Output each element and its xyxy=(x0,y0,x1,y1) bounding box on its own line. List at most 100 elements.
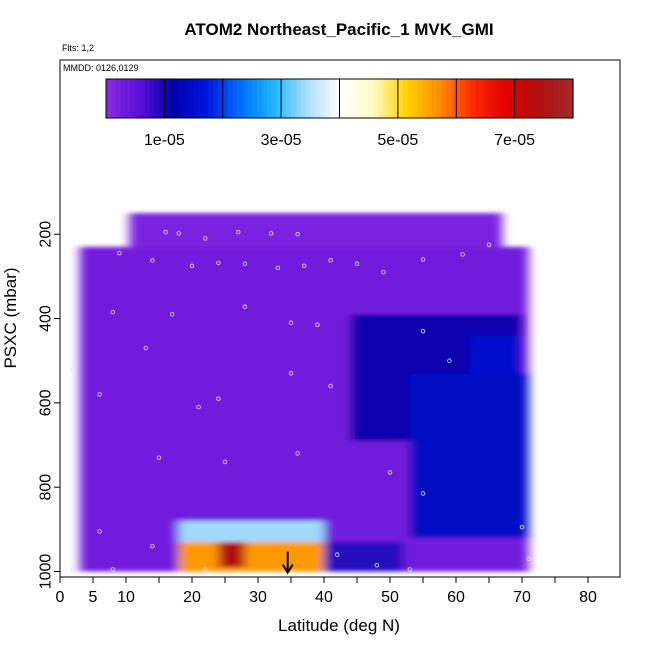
colorbar-segment xyxy=(563,79,569,118)
y-tick-label: 400 xyxy=(38,305,55,332)
colorbar-segment xyxy=(509,79,516,118)
plot-area xyxy=(70,213,531,572)
colorbar-segment xyxy=(524,79,530,118)
colorbar-segment xyxy=(140,79,146,118)
colorbar-segment xyxy=(334,79,341,118)
colorbar-segment xyxy=(480,79,487,118)
colorbar-segment xyxy=(470,79,477,118)
colorbar-segment xyxy=(266,79,272,118)
colorbar-segment xyxy=(568,79,574,118)
colorbar-segment xyxy=(110,79,117,118)
colorbar-segment xyxy=(475,79,482,118)
colorbar-segment xyxy=(271,79,277,118)
observation-point xyxy=(407,567,412,572)
colorbar-segment xyxy=(193,79,200,118)
colorbar-segment xyxy=(500,79,506,118)
colorbar-segment xyxy=(553,79,560,118)
chart-title: ATOM2 Northeast_Pacific_1 MVK_GMI xyxy=(184,20,493,39)
colorbar-tick-label: 3e-05 xyxy=(261,132,302,149)
colorbar-segment xyxy=(174,79,180,118)
y-tick-label: 800 xyxy=(38,474,55,501)
colorbar-segment xyxy=(295,79,302,118)
observation-point xyxy=(519,525,525,530)
heatmap-cell xyxy=(178,520,324,542)
colorbar-segment xyxy=(397,79,404,118)
observation-point xyxy=(202,236,208,241)
colorbar-segment xyxy=(106,79,112,118)
observation-point xyxy=(216,260,221,266)
colorbar-segment xyxy=(256,79,263,118)
colorbar-segment xyxy=(198,79,204,118)
colorbar-segment xyxy=(441,79,448,118)
observation-point xyxy=(97,392,102,397)
colorbar-segment xyxy=(490,79,496,118)
x-axis-label: Latitude (deg N) xyxy=(278,616,400,635)
x-tick-label: 0 xyxy=(56,589,65,606)
colorbar-segment xyxy=(169,79,175,118)
colorbar-segment xyxy=(305,79,311,118)
colorbar-segment xyxy=(393,79,399,118)
colorbar-segment xyxy=(135,79,141,118)
observation-point xyxy=(420,328,426,334)
colorbar-segment xyxy=(276,79,282,118)
heatmap-cell xyxy=(409,373,529,538)
colorbar-segment xyxy=(261,79,268,118)
colorbar-segment xyxy=(373,79,380,118)
x-tick-label: 50 xyxy=(381,589,399,606)
colorbar-segment xyxy=(120,79,127,118)
colorbar-segment xyxy=(144,79,151,118)
colorbar-segment xyxy=(388,79,394,118)
colorbar-segment xyxy=(436,79,443,118)
observation-point xyxy=(295,451,300,456)
observation-point xyxy=(381,269,386,275)
colorbar-segment xyxy=(431,79,438,118)
observation-point xyxy=(242,304,247,309)
colorbar-tick-label: 5e-05 xyxy=(377,132,418,149)
heatmap-cell xyxy=(310,541,404,572)
observation-point xyxy=(275,265,280,271)
x-tick-label: 70 xyxy=(513,589,531,606)
colorbar-segment xyxy=(320,79,326,118)
x-tick-label: 5 xyxy=(89,589,98,606)
observation-point xyxy=(70,366,76,372)
colorbar-segment xyxy=(504,79,511,118)
x-axis: 0 5 10 20 30 40 50 60 70 80 xyxy=(56,577,597,606)
colorbar-segment xyxy=(363,79,370,118)
observation-point xyxy=(97,529,102,534)
y-axis-label: PSXC (mbar) xyxy=(1,267,20,368)
colorbar-segment xyxy=(125,79,131,118)
observation-point xyxy=(242,261,247,266)
colorbar-segment xyxy=(285,79,292,118)
marker-layer xyxy=(281,551,294,575)
observation-point xyxy=(189,263,195,269)
observation-point xyxy=(110,310,115,315)
heatmap-cell xyxy=(218,541,245,568)
observation-point xyxy=(526,556,531,562)
colorbar-segment xyxy=(451,79,457,118)
observation-point xyxy=(315,322,320,328)
colorbar-segment xyxy=(251,79,258,118)
colorbar-segment xyxy=(383,79,389,118)
observation-point xyxy=(328,258,333,263)
colorbar-segment xyxy=(446,79,452,118)
observation-point xyxy=(196,404,201,410)
observation-point xyxy=(150,258,155,263)
x-tick-label: 40 xyxy=(315,589,333,606)
observation-point xyxy=(169,312,175,317)
observation-point xyxy=(387,470,393,475)
x-tick-label: 30 xyxy=(249,589,267,606)
colorbar-segment xyxy=(558,79,564,118)
colorbar-segment xyxy=(183,79,190,118)
colorbar-segment xyxy=(329,79,336,118)
colorbar-segment xyxy=(227,79,234,118)
colorbar-segment xyxy=(339,79,345,118)
colorbar-segment xyxy=(290,79,297,118)
observation-point xyxy=(374,562,379,568)
dates-note: MMDD: 0126,0129 xyxy=(63,63,139,73)
colorbar-segment xyxy=(456,79,462,118)
colorbar-segment xyxy=(300,79,307,118)
y-tick-label: 200 xyxy=(38,221,55,248)
colorbar-segment xyxy=(217,79,224,118)
observation-point xyxy=(176,231,181,236)
colorbar-segment xyxy=(149,79,156,118)
